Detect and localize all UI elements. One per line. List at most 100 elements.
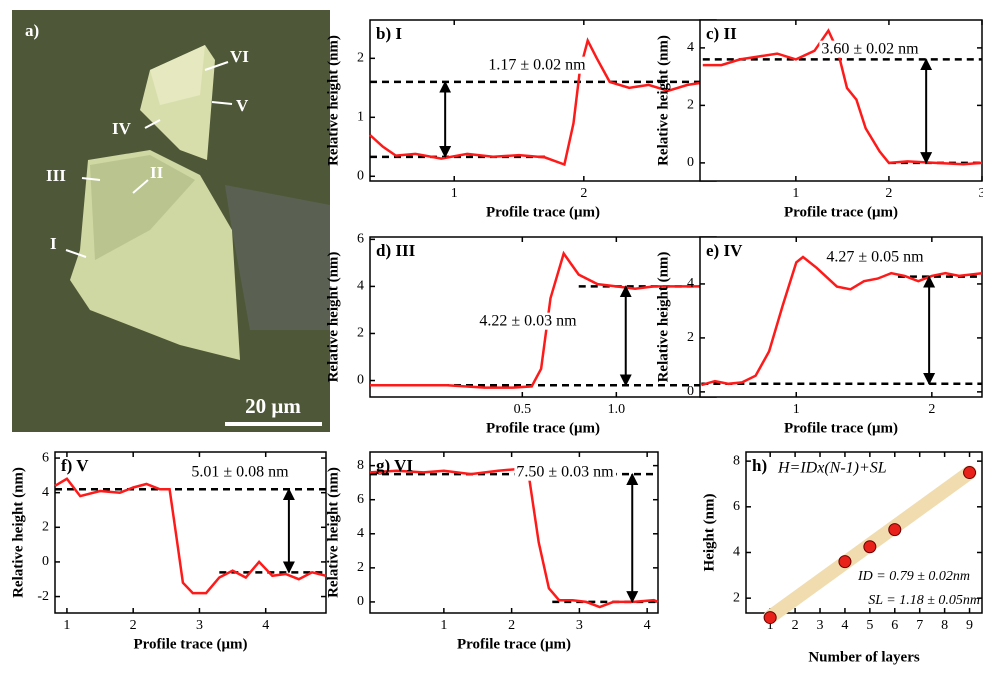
x-tick-label: 5 (866, 618, 873, 633)
scale-bar-label: 20 μm (245, 394, 301, 418)
x-tick-label: 2 (885, 186, 892, 201)
y-tick-label: 0 (687, 155, 694, 170)
marker-line (204, 61, 229, 71)
data-point (963, 466, 977, 480)
x-axis-label: Profile trace (μm) (134, 636, 248, 652)
annotation-background (477, 312, 580, 330)
marker-line (211, 101, 233, 105)
panel-title: b) I (376, 24, 402, 43)
x-axis-label: Number of layers (808, 649, 920, 665)
y-axis-label: Relative height (nm) (10, 467, 26, 598)
y-tick-label: 4 (357, 526, 364, 541)
y-tick-label: 4 (687, 276, 694, 291)
x-tick-label: 3 (196, 618, 203, 633)
annotation-background (824, 248, 927, 266)
y-tick-label: 0 (42, 554, 49, 569)
profile-line (369, 37, 717, 167)
profile-line (54, 477, 327, 595)
substrate-shade (225, 185, 330, 330)
x-axis-label: Profile trace (μm) (486, 420, 600, 436)
panel-title: e) IV (706, 241, 743, 260)
x-axis-label: Profile trace (μm) (784, 420, 898, 436)
y-tick-label: 2 (357, 326, 364, 341)
marker-line (132, 179, 149, 194)
x-tick-label: 1 (767, 618, 774, 633)
marker-line (81, 177, 101, 181)
annotation: 1.17 ± 0.02 nm (488, 57, 586, 74)
annotation-background (486, 56, 589, 74)
flake (90, 155, 195, 260)
data-point (838, 555, 852, 569)
x-axis-label: Profile trace (μm) (784, 204, 898, 220)
x-tick-label: 2 (130, 618, 137, 633)
panel-title: f) V (61, 456, 89, 475)
x-tick-label: 1.0 (608, 402, 626, 417)
marker: I (50, 234, 57, 253)
annotation-background (819, 40, 922, 58)
x-tick-label: 4 (644, 618, 651, 633)
y-tick-label: 6 (357, 492, 364, 507)
annotation: 7.50 ± 0.03 nm (516, 464, 614, 481)
x-tick-label: 4 (841, 618, 848, 633)
y-axis-label: Height (nm) (701, 494, 717, 572)
marker-line (65, 249, 87, 258)
x-tick-label: 2 (928, 402, 935, 417)
data-point (863, 540, 877, 554)
y-tick-label: 6 (733, 499, 740, 514)
x-tick-label: 7 (916, 618, 923, 633)
x-tick-label: 1 (792, 186, 799, 201)
annotation-background (514, 463, 617, 481)
y-tick-label: 4 (42, 485, 49, 500)
panel-title: h) (752, 456, 767, 475)
panel-title: g) VI (376, 456, 413, 475)
panel-title: d) III (376, 241, 416, 260)
profile-line (369, 467, 659, 609)
x-tick-label: 9 (966, 618, 973, 633)
y-tick-label: 0 (357, 373, 364, 388)
y-tick-label: 2 (357, 51, 364, 66)
marker-line (144, 119, 161, 129)
annotation: SL = 1.18 ± 0.05nm (868, 593, 980, 608)
flake (150, 45, 205, 105)
annotation: 4.27 ± 0.05 nm (826, 249, 924, 266)
y-tick-label: -2 (37, 589, 49, 604)
y-tick-label: 4 (687, 40, 694, 55)
y-tick-label: 2 (42, 520, 49, 535)
y-axis-label: Relative height (nm) (325, 252, 341, 383)
y-tick-label: 8 (357, 458, 364, 473)
marker: III (46, 166, 66, 185)
y-tick-label: 6 (42, 450, 49, 465)
data-point (763, 611, 777, 625)
y-tick-label: 2 (687, 98, 694, 113)
plot-frame (745, 451, 983, 614)
annotation: ID = 0.79 ± 0.02nm (857, 569, 970, 584)
marker: VI (230, 47, 249, 66)
x-tick-label: 4 (262, 618, 269, 633)
y-axis-label: Relative height (nm) (325, 35, 341, 166)
y-tick-label: 1 (357, 110, 364, 125)
x-tick-label: 3 (817, 618, 824, 633)
y-axis-label: Relative height (nm) (325, 467, 341, 598)
y-tick-label: 8 (733, 453, 740, 468)
marker: V (236, 96, 249, 115)
marker: II (150, 163, 164, 182)
x-tick-label: 1 (451, 186, 458, 201)
panel-title: c) II (706, 24, 737, 43)
profile-line (702, 28, 983, 166)
profile-line (370, 250, 716, 389)
annotation-background (189, 463, 292, 481)
x-tick-label: 1 (440, 618, 447, 633)
y-axis-label: Relative height (nm) (655, 35, 671, 166)
annotation: 3.60 ± 0.02 nm (821, 41, 919, 58)
x-tick-label: 6 (891, 618, 898, 633)
marker: IV (112, 119, 132, 138)
y-tick-label: 2 (357, 560, 364, 575)
formula: H=IDx(N-1)+SL (777, 460, 887, 477)
annotation: 4.22 ± 0.03 nm (479, 313, 577, 330)
y-tick-label: 6 (357, 232, 364, 247)
y-tick-label: 0 (687, 384, 694, 399)
y-tick-label: 0 (357, 169, 364, 184)
x-tick-label: 1 (793, 402, 800, 417)
